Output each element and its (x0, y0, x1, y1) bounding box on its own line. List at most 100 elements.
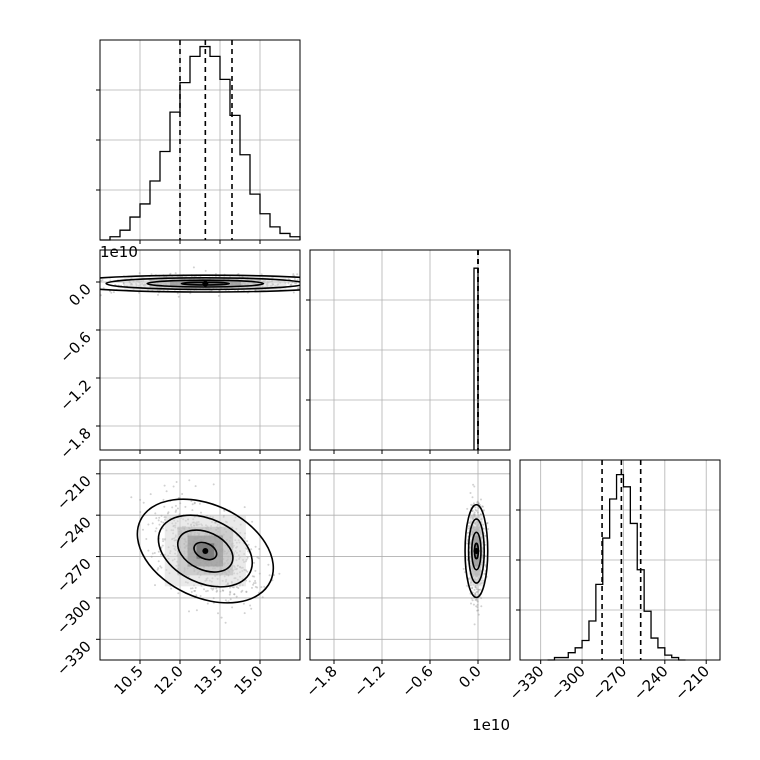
y-tick-label: −270 (53, 555, 95, 597)
sample-point (215, 590, 218, 593)
sample-point (188, 610, 190, 613)
sample-point (469, 492, 472, 494)
sample-point (480, 597, 483, 600)
sample-point (471, 510, 474, 513)
sample-point (245, 591, 248, 593)
sample-point (475, 588, 478, 591)
sample-point (477, 609, 480, 612)
sample-point (224, 621, 227, 624)
sample-point (194, 589, 197, 592)
sample-point (297, 287, 300, 290)
sample-point (231, 606, 234, 609)
sample-point (110, 291, 113, 294)
sample-point (194, 485, 197, 488)
sample-point (89, 283, 91, 285)
sample-point (336, 283, 338, 285)
sample-point (229, 598, 232, 601)
sample-point (287, 278, 290, 281)
sample-point (203, 588, 205, 591)
hist-p1-frame (309, 249, 511, 451)
sample-point (251, 586, 253, 589)
sample-point (471, 599, 474, 602)
y-tick-label: 0.0 (65, 280, 95, 310)
y-tick-label: −1.8 (56, 424, 94, 462)
sample-point (364, 282, 366, 284)
sample-point (473, 511, 476, 514)
y-tick-label: −330 (53, 637, 95, 679)
sample-point (254, 582, 257, 584)
sample-point (302, 290, 304, 292)
sample-point (147, 523, 150, 526)
sample-point (130, 496, 133, 499)
sample-point (142, 528, 144, 531)
sample-point (474, 599, 477, 601)
sample-point (482, 527, 485, 530)
sample-point (89, 280, 91, 282)
sample-point (163, 505, 166, 508)
sample-point (329, 288, 331, 290)
sample-point (175, 509, 178, 512)
hist-p0 (96, 39, 301, 244)
sample-point (477, 613, 480, 616)
sample-point (472, 483, 475, 486)
sample-point (474, 508, 477, 511)
sample-point (220, 616, 223, 619)
sample-point (241, 589, 244, 592)
sample-point (475, 591, 478, 594)
sample-point (466, 584, 469, 587)
scatter-p1-vs-p0: −1.8 −1.2 −0.6 0.0 (56, 249, 366, 463)
sample-point (177, 295, 180, 298)
sample-point (233, 593, 236, 596)
sample-point (278, 572, 281, 575)
sample-point (167, 511, 170, 514)
sample-point (231, 586, 234, 589)
sample-point (479, 513, 482, 516)
sample-point (473, 623, 476, 626)
contour-line (464, 503, 489, 599)
sample-point (321, 283, 323, 285)
sample-point (195, 609, 198, 612)
sample-point (149, 493, 152, 496)
sample-point (195, 594, 198, 597)
sample-point (307, 280, 309, 282)
sample-point (245, 558, 248, 561)
sample-point (122, 282, 125, 284)
sample-point (157, 293, 159, 296)
sample-point (206, 589, 209, 592)
x-tick-label: 13.5 (190, 662, 226, 698)
sample-point (471, 587, 474, 590)
sample-point (139, 511, 142, 513)
scatter-p2-vs-p1: −1.8 −1.2 −0.6 0.0 (302, 459, 511, 701)
sample-point (472, 513, 475, 516)
sample-point (292, 291, 295, 294)
sample-point (87, 282, 89, 284)
x-tick-label: 0.0 (455, 662, 485, 692)
sample-point (467, 522, 470, 524)
sample-point (251, 575, 254, 578)
sample-point (153, 552, 156, 554)
x-offset-text: 1e10 (472, 716, 510, 734)
sample-point (480, 605, 483, 608)
hist-p2-frame (519, 459, 721, 661)
density-peak (473, 548, 480, 555)
sample-point (296, 287, 299, 290)
sample-point (190, 500, 193, 502)
sample-point (139, 498, 142, 501)
sample-point (475, 586, 478, 589)
sample-point (253, 561, 255, 564)
sample-point (193, 502, 196, 505)
sample-point (223, 509, 226, 512)
x-tick-label: −240 (630, 662, 672, 704)
sample-point (193, 590, 196, 592)
sample-point (253, 575, 256, 578)
sample-point (158, 516, 161, 519)
sample-point (476, 590, 479, 593)
sample-point (154, 512, 157, 515)
sample-point (229, 590, 232, 593)
sample-point (94, 282, 96, 284)
sample-point (476, 500, 479, 503)
scatter-p1-vs-p0-frame (99, 249, 301, 451)
sample-point (476, 511, 479, 514)
sample-point (291, 281, 294, 284)
sample-point (179, 502, 182, 505)
